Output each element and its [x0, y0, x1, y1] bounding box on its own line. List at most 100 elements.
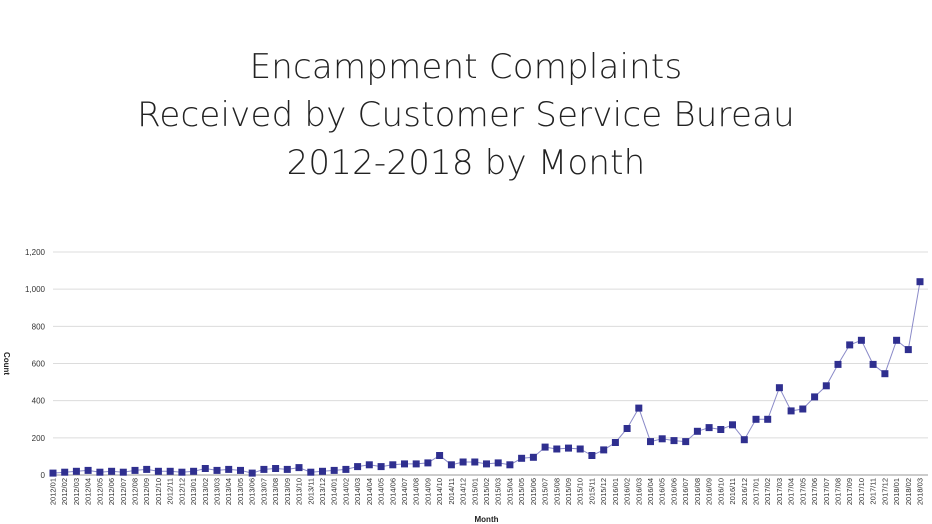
data-point [96, 468, 104, 476]
data-point [108, 467, 116, 475]
x-tick-label: 2017/03 [775, 478, 784, 505]
data-point [143, 465, 151, 473]
x-tick-label: 2018/02 [904, 478, 913, 505]
data-point [483, 460, 490, 468]
x-tick-label: 2014/02 [341, 478, 350, 505]
data-point [389, 461, 397, 469]
x-tick-label: 2013/09 [283, 478, 292, 505]
x-tick-label: 2014/04 [365, 478, 374, 505]
x-tick-label: 2012/07 [119, 478, 128, 505]
data-point [740, 436, 748, 444]
data-point [424, 459, 432, 467]
x-tick-label: 2013/02 [201, 478, 210, 505]
data-point [190, 467, 198, 475]
y-tick-label: 600 [32, 360, 46, 369]
x-tick-label: 2014/10 [435, 478, 444, 505]
data-point [822, 382, 830, 390]
data-point [518, 454, 526, 462]
x-tick-label: 2017/06 [810, 478, 819, 505]
data-point [611, 439, 619, 446]
data-point [682, 438, 690, 446]
x-tick-label: 2017/01 [751, 478, 760, 505]
data-point [799, 405, 807, 413]
x-tick-label: 2012/02 [60, 478, 69, 505]
x-tick-label: 2013/03 [213, 478, 222, 505]
x-tick-label: 2016/04 [646, 478, 655, 505]
data-point [506, 461, 514, 469]
x-tick-label: 2013/01 [189, 478, 198, 505]
y-axis-ticks: 0 200 400 600 800 1,000 1,200 [25, 248, 46, 480]
x-tick-label: 2016/06 [669, 478, 678, 505]
data-point [166, 467, 174, 475]
data-point [541, 443, 549, 451]
x-tick-label: 2017/08 [833, 478, 842, 505]
data-point [846, 341, 854, 349]
data-point [529, 453, 537, 461]
data-point [658, 435, 666, 443]
x-tick-label: 2013/04 [224, 478, 233, 505]
data-point [436, 452, 444, 459]
data-point [834, 360, 842, 368]
x-tick-label: 2014/08 [412, 478, 421, 505]
y-axis-label: Count [2, 352, 11, 375]
x-tick-label: 2016/03 [634, 478, 643, 505]
data-point [131, 466, 139, 474]
x-tick-label: 2015/07 [541, 478, 550, 505]
data-point [61, 468, 69, 476]
data-point [705, 424, 713, 432]
data-point [471, 458, 479, 466]
data-point [354, 463, 362, 471]
x-tick-label: 2015/04 [505, 478, 514, 505]
data-point [717, 426, 725, 433]
data-point [752, 415, 760, 423]
x-tick-label: 2012/12 [177, 478, 186, 505]
x-tick-label: 2017/02 [763, 478, 772, 505]
x-tick-label: 2017/07 [822, 478, 831, 505]
x-tick-label: 2016/11 [728, 478, 737, 505]
data-point [869, 360, 877, 368]
x-tick-label: 2014/03 [353, 478, 362, 505]
data-point [881, 370, 889, 378]
x-tick-label: 2016/01 [611, 478, 620, 505]
data-point [342, 465, 350, 473]
x-tick-label: 2012/10 [154, 478, 163, 505]
data-point [576, 445, 584, 453]
x-tick-label: 2015/12 [599, 478, 608, 505]
data-point [670, 437, 678, 445]
data-point [319, 467, 326, 475]
x-tick-label: 2015/05 [517, 478, 526, 505]
x-tick-label: 2016/05 [658, 478, 667, 505]
x-tick-label: 2016/02 [623, 478, 632, 505]
x-tick-label: 2014/11 [447, 478, 456, 505]
data-point [330, 466, 338, 474]
x-tick-label: 2015/09 [564, 478, 573, 505]
data-point [893, 336, 901, 344]
data-point [916, 278, 924, 286]
x-tick-label: 2017/10 [857, 478, 866, 505]
x-tick-label: 2012/08 [131, 478, 140, 505]
x-tick-label: 2012/09 [142, 478, 151, 505]
series-count [49, 278, 924, 477]
y-tick-label: 1,200 [25, 248, 46, 257]
x-tick-label: 2016/09 [705, 478, 714, 505]
data-point [49, 469, 57, 477]
data-point [600, 446, 608, 454]
data-point [119, 468, 127, 476]
gridlines [53, 251, 928, 476]
x-tick-label: 2015/03 [494, 478, 503, 505]
data-point [623, 425, 631, 432]
data-point [553, 445, 561, 453]
data-point [178, 468, 186, 476]
x-tick-label: 2013/12 [318, 478, 327, 505]
data-point [260, 465, 268, 473]
x-tick-label: 2016/10 [716, 478, 725, 505]
data-point [693, 427, 701, 435]
data-point [729, 421, 736, 429]
x-tick-label: 2014/09 [423, 478, 432, 505]
data-point [775, 384, 783, 392]
x-tick-label: 2015/02 [482, 478, 491, 505]
x-tick-label: 2014/06 [388, 478, 397, 505]
x-tick-label: 2014/05 [377, 478, 386, 505]
